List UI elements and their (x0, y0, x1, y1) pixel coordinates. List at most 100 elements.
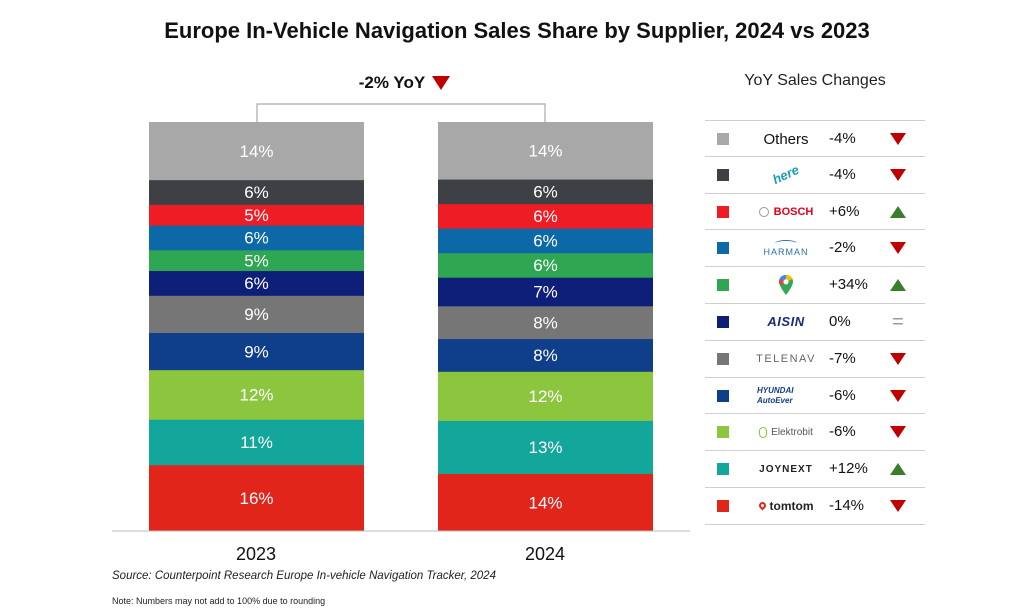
bar-segment (438, 306, 653, 340)
bar-data-label: 6% (533, 256, 558, 275)
bar-data-label: 6% (533, 207, 558, 226)
category-label: 2024 (525, 544, 565, 564)
supplier-row-others: Others -4% (705, 120, 925, 157)
bar-segment (149, 464, 364, 532)
yoy-change-value: -4% (829, 165, 856, 183)
bar-data-label: 14% (239, 142, 273, 161)
legend-swatch (717, 242, 729, 255)
telenav-logo: TELENAV (756, 352, 816, 365)
legend-swatch (717, 133, 729, 145)
chart-title: Europe In-Vehicle Navigation Sales Share… (164, 18, 870, 43)
tomtom-logo-text: tomtom (769, 498, 814, 513)
legend-swatch (717, 352, 729, 365)
source-note: Source: Counterpoint Research Europe In-… (112, 570, 496, 582)
bar-segment (438, 371, 653, 421)
legend-swatch (717, 279, 729, 292)
yoy-changes-panel: Others -4% here -4% BOSCH +6% HARMAN -2% (705, 120, 925, 525)
legend-swatch (717, 168, 729, 181)
bar-data-label: 6% (244, 274, 269, 293)
bar-segment (438, 228, 653, 254)
bar-data-label: 8% (533, 313, 558, 332)
elektrobit-mark-icon (759, 426, 768, 438)
aisin-logo: AISIN (767, 314, 805, 330)
down-arrow-icon (887, 341, 909, 377)
bar-data-label: 12% (528, 387, 562, 406)
elektrobit-logo-text: Elektrobit (771, 426, 813, 438)
bar-segment (438, 203, 653, 229)
bar-segment (438, 179, 653, 205)
bosch-logo-text: BOSCH (773, 205, 814, 218)
legend-swatch (717, 463, 729, 476)
google-maps-pin-icon (745, 267, 827, 303)
bar-segment (149, 204, 364, 226)
yoy-change-value: -4% (829, 130, 856, 147)
legend-swatch (717, 426, 729, 439)
bar-data-label: 9% (244, 342, 269, 361)
supplier-row-telenav: TELENAV -7% (705, 341, 925, 378)
down-arrow-icon (887, 414, 909, 450)
supplier-row-harman: HARMAN -2% (705, 230, 925, 268)
bar-data-label: 9% (244, 305, 269, 324)
bar-segment (149, 270, 364, 296)
bar-segment (149, 225, 364, 251)
yoy-change-value: -2% (829, 239, 856, 257)
up-arrow-icon (887, 451, 909, 487)
supplier-row-aisin: AISIN 0% = (705, 304, 925, 341)
yoy-change-value: -6% (829, 386, 856, 404)
bar-segment (438, 122, 653, 180)
bar-data-label: 6% (533, 232, 558, 251)
yoy-change-value: -7% (829, 349, 856, 367)
yoy-change-value: -14% (829, 496, 865, 514)
hyundai-autoever-logo: HYUNDAI AutoEver (757, 385, 794, 405)
legend-swatch (717, 315, 729, 328)
bar-segment (438, 338, 653, 372)
bar-data-label: 8% (533, 346, 558, 365)
bar-data-label: 6% (244, 183, 269, 202)
bar-segment (149, 295, 364, 333)
category-label: 2023 (236, 544, 276, 564)
bar-segment (149, 250, 364, 272)
yoy-change-value: +12% (829, 460, 868, 478)
supplier-row-google-maps: +34% (705, 267, 925, 304)
bar-segment (149, 122, 364, 181)
yoy-change-value: -6% (829, 423, 856, 441)
bosch-emblem-icon (758, 206, 769, 217)
up-arrow-icon (887, 194, 909, 230)
harman-arc-icon (775, 239, 797, 247)
bar-data-label: 6% (533, 183, 558, 202)
here-logo: here (745, 157, 827, 193)
down-arrow-icon (887, 378, 909, 414)
here-logo-text: here (770, 162, 802, 188)
supplier-row-here: here -4% (705, 157, 925, 194)
bar-segment (438, 420, 653, 475)
bar-data-label: 5% (244, 251, 269, 270)
bar-data-label: 6% (244, 229, 269, 248)
bar-segment (149, 332, 364, 371)
bar-data-label: 13% (528, 438, 562, 457)
harman-logo: HARMAN (745, 230, 827, 266)
yoy-change-value: +34% (829, 276, 868, 294)
bar-segment (438, 473, 653, 532)
stacked-bar-chart: 16% 11% 12% 9% 9% 6% 5% 6% 5% 6% 14% 14% 13% 12% 8% 8% 7… (112, 73, 690, 564)
tomtom-logo: tomtom (745, 488, 827, 524)
others-label: Others (763, 130, 809, 148)
bar-data-label: 7% (533, 283, 558, 302)
supplier-row-bosch: BOSCH +6% (705, 194, 925, 231)
tomtom-pin-icon (757, 501, 767, 511)
legend-swatch (717, 205, 729, 218)
bosch-logo: BOSCH (745, 194, 827, 230)
supplier-row-elektrobit: Elektrobit -6% (705, 414, 925, 452)
yoy-down-arrow-icon (432, 76, 450, 90)
bar-data-label: 14% (528, 493, 562, 512)
harman-logo-text: HARMAN (763, 246, 809, 257)
yoy-change-value: +6% (829, 202, 860, 220)
yoy-annotation: -2% YoY (359, 73, 426, 92)
down-arrow-icon (887, 488, 909, 524)
down-arrow-icon (887, 157, 909, 193)
supplier-row-joynext: JOYNEXT +12% (705, 451, 925, 488)
up-arrow-icon (887, 267, 909, 303)
rounding-note: Note: Numbers may not add to 100% due to… (112, 596, 326, 606)
down-arrow-icon (887, 121, 909, 157)
bar-segment (438, 277, 653, 307)
yoy-change-value: 0% (829, 312, 851, 330)
